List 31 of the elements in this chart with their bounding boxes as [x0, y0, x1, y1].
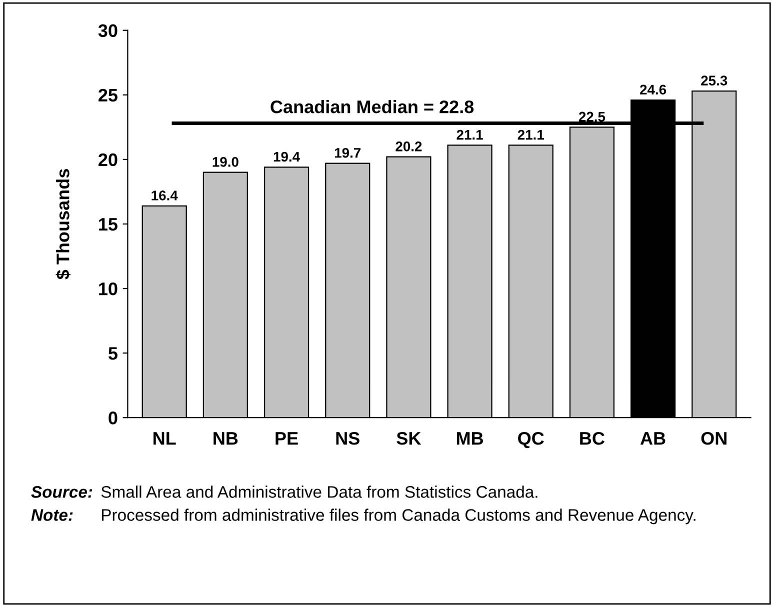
- x-tick-label: MB: [456, 432, 484, 445]
- x-tick-label: NS: [336, 432, 360, 445]
- y-tick-label: 20: [98, 153, 118, 166]
- x-tick-label: ON: [701, 432, 726, 445]
- y-tick-label: 15: [99, 218, 118, 231]
- data-label: 21.1: [518, 130, 544, 140]
- x-tick-label: NB: [214, 432, 238, 445]
- y-tick-label: 10: [99, 282, 118, 296]
- x-tick-label: QC: [518, 432, 544, 448]
- data-label: 19.4: [274, 152, 300, 162]
- data-label: 25.3: [701, 76, 728, 86]
- data-label: 19.0: [212, 156, 238, 167]
- data-label: 16.4: [152, 190, 178, 200]
- y-tick-label: 30: [98, 24, 118, 38]
- x-tick-label: NL: [154, 432, 176, 445]
- x-tick-label: BC: [580, 432, 605, 445]
- y-tick-label: 25: [98, 88, 118, 102]
- ref-line-label: Canadian Median = 22.8: [270, 100, 474, 114]
- data-label: 19.7: [334, 148, 361, 158]
- data-label: 20.2: [396, 142, 422, 152]
- x-tick-label: AB: [640, 432, 666, 445]
- data-label: 22.5: [578, 112, 606, 122]
- source-note: Source: Small Area and Administrative Data from Statistics Canada.: [31, 486, 538, 498]
- y-tick-label: 0: [108, 412, 118, 424]
- y-tick-label: 5: [108, 347, 118, 360]
- data-label: 24.6: [640, 84, 666, 95]
- text: Note: Processed from administrative files from Canada Customs and Revenue Agency.: [31, 508, 696, 524]
- y-axis-title: $ Thousands: [56, 169, 70, 280]
- x-tick-label: PE: [276, 432, 298, 445]
- data-label: 21.1: [456, 130, 483, 140]
- x-tick-label: SK: [396, 432, 422, 445]
